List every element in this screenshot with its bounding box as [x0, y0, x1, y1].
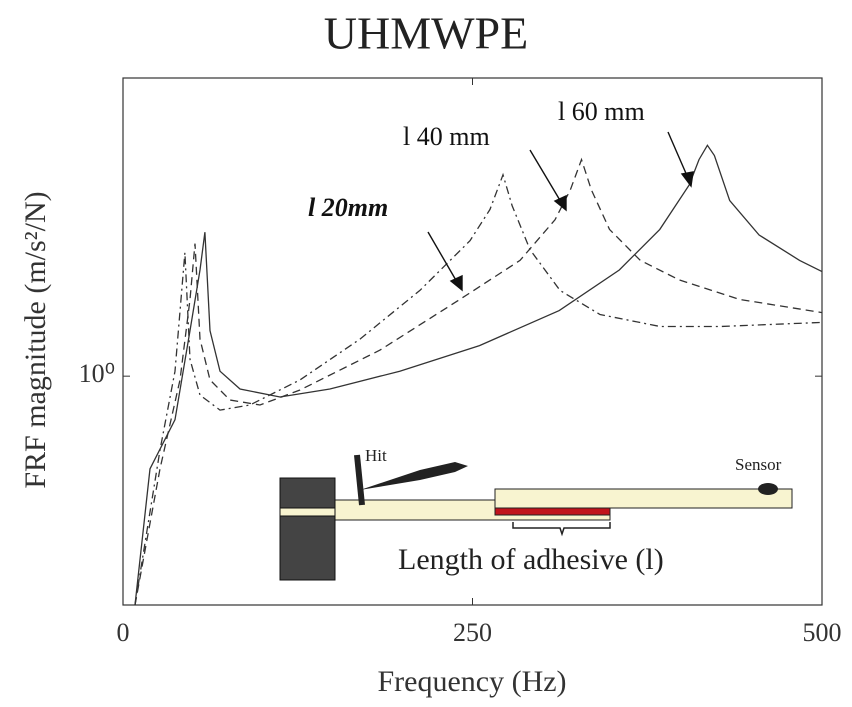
arrow [667, 131, 689, 179]
series-line [134, 157, 823, 606]
arrows [427, 131, 694, 292]
beam [494, 488, 793, 509]
x-tick-label: 500 [803, 618, 842, 647]
x-axis-label: Frequency (Hz) [377, 665, 566, 698]
arrow-head [553, 194, 567, 212]
hammer [360, 462, 468, 490]
arrow [427, 231, 458, 283]
lines [134, 144, 823, 606]
series-line [134, 172, 823, 606]
annotation: l 60 mm [558, 97, 645, 126]
arrow-head [680, 171, 694, 188]
arrow-head [449, 274, 463, 292]
brace [512, 522, 611, 537]
inset-label: Sensor [735, 455, 782, 474]
plot-frame [122, 77, 823, 606]
series-line [134, 144, 823, 606]
y-tick-label: 10⁰ [79, 359, 115, 388]
inset-label: Length of adhesive (l) [398, 543, 664, 576]
annotation: l 20mm [308, 193, 388, 222]
hammer-head [354, 454, 365, 506]
annotation: l 40 mm [403, 122, 490, 151]
chart-title: UHMWPE [324, 8, 528, 59]
arrow [529, 149, 562, 203]
sensor [758, 483, 778, 495]
fixture-gap [279, 507, 336, 517]
x-tick-label: 250 [453, 618, 492, 647]
y-axis-label: FRF magnitude (m/s²/N) [19, 191, 52, 488]
inset-label: Hit [365, 446, 387, 465]
fixture [279, 477, 336, 581]
inset [279, 454, 793, 581]
x-tick-label: 0 [117, 618, 130, 647]
